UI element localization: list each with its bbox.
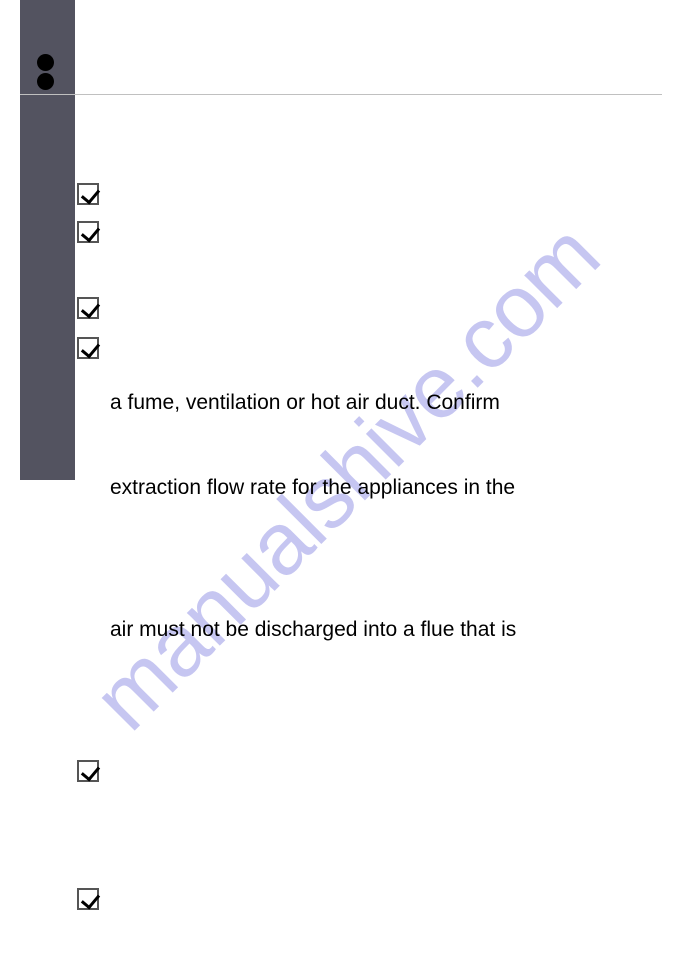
checked-box-icon: [77, 183, 99, 205]
checked-box-icon: [77, 888, 99, 910]
checked-box-icon: [77, 221, 99, 243]
checked-box-icon: [77, 337, 99, 359]
body-text-line: air must not be discharged into a flue t…: [110, 618, 516, 642]
dot-group: [37, 54, 54, 92]
body-text-line: a fume, ventilation or hot air duct. Con…: [110, 391, 500, 415]
checked-box-icon: [77, 760, 99, 782]
dot-icon: [37, 73, 54, 90]
header-divider: [20, 94, 662, 95]
body-text-line: extraction flow rate for the appliances …: [110, 476, 515, 500]
dot-icon: [37, 54, 54, 71]
checked-box-icon: [77, 297, 99, 319]
